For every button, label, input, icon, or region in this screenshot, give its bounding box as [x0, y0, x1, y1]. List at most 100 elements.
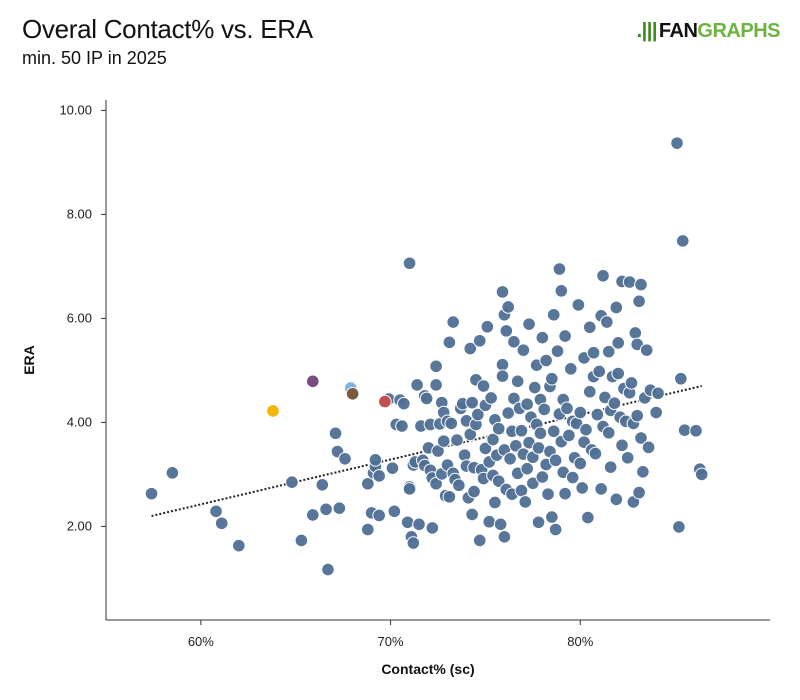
data-point — [321, 562, 335, 577]
data-point — [491, 421, 506, 436]
data-point — [537, 402, 552, 417]
data-point — [670, 136, 684, 150]
logo-text-graphs: GRAPHS — [697, 20, 780, 42]
data-point — [294, 533, 309, 548]
data-point — [562, 428, 576, 443]
data-point — [641, 440, 656, 455]
data-point — [232, 538, 246, 553]
data-point — [590, 407, 605, 422]
data-point — [465, 507, 479, 522]
axis-labels: Contact% (sc) ERA — [21, 345, 475, 677]
data-point — [516, 343, 531, 357]
data-point — [508, 439, 523, 453]
data-point — [677, 423, 692, 438]
data-point — [586, 345, 601, 360]
data-point — [305, 508, 320, 522]
data-point — [471, 407, 485, 422]
data-point — [484, 391, 498, 405]
data-point — [497, 530, 512, 544]
data-point — [575, 481, 589, 495]
y-tick-label: 6.00 — [67, 310, 92, 325]
data-point — [694, 467, 709, 482]
data-point — [620, 450, 635, 465]
data-point — [622, 275, 637, 289]
data-point — [450, 433, 464, 447]
data-point — [522, 317, 536, 331]
data-point — [582, 384, 597, 399]
data-point — [545, 510, 559, 524]
data-point — [472, 533, 487, 548]
data-point — [611, 366, 626, 381]
data-point — [554, 284, 569, 298]
data-point — [649, 405, 663, 420]
data-point — [372, 508, 386, 523]
data-point — [573, 405, 588, 420]
highlighted-point — [345, 387, 360, 401]
data-point — [546, 307, 561, 322]
data-point — [472, 333, 487, 348]
data-point — [639, 343, 654, 357]
logo-text-fan: FAN — [658, 20, 698, 42]
data-point — [442, 489, 457, 504]
data-point — [624, 376, 639, 390]
data-point — [425, 521, 440, 535]
data-point — [385, 461, 400, 475]
data-point — [601, 426, 616, 440]
data-point — [400, 515, 415, 530]
data-point — [548, 522, 563, 537]
data-point — [493, 517, 508, 532]
data-point — [531, 515, 546, 530]
data-point — [636, 465, 650, 479]
data-point — [429, 378, 443, 392]
data-point — [615, 438, 629, 453]
data-point — [689, 423, 703, 438]
data-point — [533, 426, 548, 441]
data-point — [395, 419, 409, 433]
data-point — [632, 485, 646, 500]
data-point — [285, 475, 299, 490]
data-point — [603, 460, 618, 474]
x-tick-label: 70% — [378, 634, 404, 649]
data-point — [674, 371, 688, 386]
data-point — [571, 298, 586, 312]
data-point — [328, 426, 343, 441]
data-point — [480, 319, 495, 334]
data-point — [412, 517, 426, 532]
data-point — [634, 277, 648, 292]
x-tick-label: 80% — [567, 634, 593, 649]
data-point — [387, 504, 402, 519]
data-point — [630, 408, 645, 423]
chart-subtitle: min. 50 IP in 2025 — [22, 48, 167, 68]
data-point — [495, 369, 510, 383]
data-point — [429, 359, 443, 374]
x-tick-label: 60% — [188, 634, 214, 649]
logo-mark-icon: .||| — [636, 20, 658, 42]
x-axis-label: Contact% (sc) — [381, 661, 474, 677]
data-point — [495, 357, 510, 372]
data-point — [361, 522, 375, 537]
data-point — [486, 432, 500, 447]
data-point — [596, 268, 610, 283]
data-point — [594, 482, 608, 496]
data-point — [675, 234, 690, 248]
data-point — [552, 262, 567, 276]
data-point — [397, 396, 411, 411]
data-point — [527, 380, 542, 395]
chart-title: Overal Contact% vs. ERA — [22, 14, 313, 44]
data-point — [503, 452, 517, 466]
data-point — [520, 397, 534, 412]
data-point — [368, 453, 383, 467]
data-point — [634, 431, 648, 445]
data-point — [332, 501, 347, 516]
data-point — [628, 326, 643, 340]
highlighted-point — [378, 394, 392, 409]
data-point — [573, 456, 588, 471]
data-point — [541, 487, 555, 501]
data-point — [564, 362, 578, 376]
data-point — [514, 423, 529, 438]
data-point — [315, 478, 330, 492]
data-point — [611, 336, 626, 350]
data-point — [361, 476, 375, 491]
data-point — [372, 469, 386, 483]
